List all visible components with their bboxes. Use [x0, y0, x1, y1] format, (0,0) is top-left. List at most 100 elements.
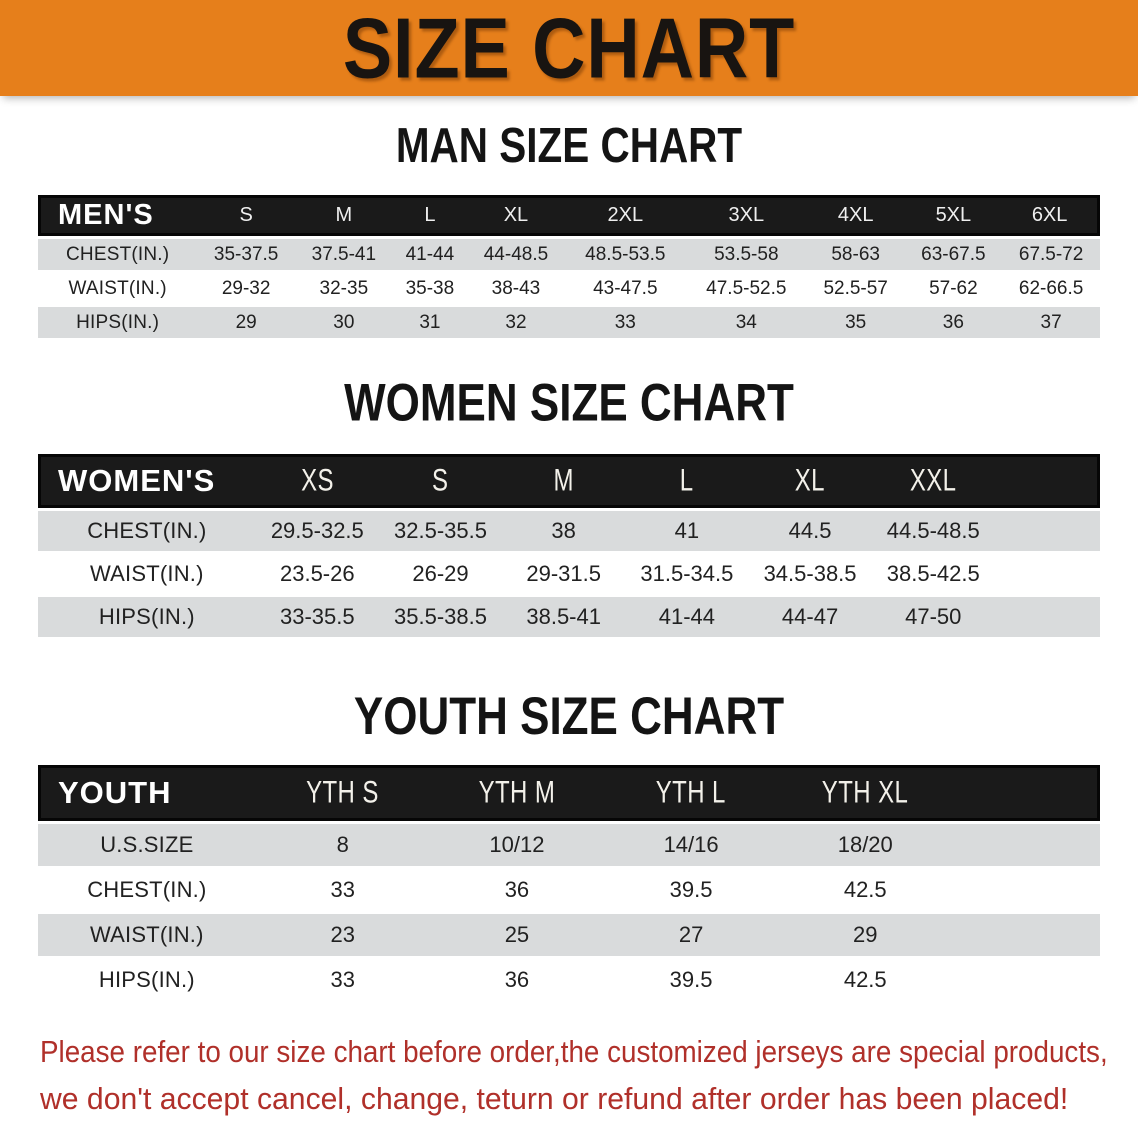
size-value: 48.5-53.5	[564, 239, 686, 270]
size-value: 35	[806, 307, 905, 338]
size-value: 38.5-41	[502, 597, 626, 637]
size-value: 32	[467, 307, 565, 338]
size-value: 32-35	[319, 277, 369, 299]
size-column-header-text: XS	[300, 463, 334, 498]
size-column-header-text: YTH M	[478, 775, 556, 810]
filler-cell	[952, 914, 1100, 956]
size-value: 30	[295, 307, 393, 338]
size-value: 14/16	[604, 824, 779, 866]
size-value: 38	[502, 511, 626, 551]
measurement-label: CHEST(IN.)	[38, 511, 256, 551]
filler-cell	[994, 597, 1100, 637]
filler-cell	[952, 765, 1100, 821]
section-men: MAN SIZE CHART MEN'S S M L XL 2XL 3XL 4XL 5XL 6XL…	[0, 96, 1138, 341]
size-value: 33	[330, 967, 356, 992]
disclaimer-line-2: we don't accept cancel, change, teturn o…	[40, 1081, 1069, 1116]
size-column-header-text: 3XL	[728, 204, 765, 226]
size-value: 57-62	[929, 277, 978, 299]
filler-cell	[994, 454, 1100, 508]
size-value: 23.5-26	[279, 561, 355, 586]
size-value: 58-63	[806, 239, 905, 270]
size-header-row: MEN'S S M L XL 2XL 3XL 4XL 5XL 6XL	[38, 195, 1100, 236]
size-column-header: L	[625, 454, 749, 508]
section-title-women: WOMEN SIZE CHART	[344, 372, 794, 433]
measurement-row: WAIST(IN.) 29-32 32-35 35-38 38-43 43-47.5 47.…	[38, 273, 1100, 304]
size-column-header: 3XL	[685, 195, 807, 236]
measurement-row: CHEST(IN.) 35-37.5 37.5-41 41-44 44-48.5 48.5…	[38, 239, 1100, 270]
size-value: 33	[564, 307, 686, 338]
size-column-header: S	[378, 454, 503, 508]
size-value: 25	[429, 914, 605, 956]
size-value: 29	[197, 307, 295, 338]
size-column-header-text: YTH S	[306, 775, 380, 810]
filler-cell	[952, 824, 1100, 866]
size-value: 38-43	[491, 277, 541, 299]
section-women: WOMEN SIZE CHART WOMEN'S XS S M L XL XXL CHEST(…	[0, 341, 1138, 640]
size-column-header-text: XXL	[909, 463, 957, 498]
size-header-row: WOMEN'S XS S M L XL XXL	[38, 454, 1100, 508]
size-header-row: YOUTH YTH S YTH M YTH L YTH XL	[38, 765, 1100, 821]
measurement-label: HIPS(IN.)	[98, 967, 195, 992]
size-column-header-text: 4XL	[837, 204, 874, 226]
size-column-header: XXL	[871, 454, 995, 508]
size-column-header: 5XL	[904, 195, 1003, 236]
filler-cell	[952, 869, 1100, 911]
size-value: 34	[685, 307, 807, 338]
size-value: 63-67.5	[904, 239, 1003, 270]
size-value: 38.5-42.5	[886, 561, 980, 586]
size-value: 29-31.5	[526, 561, 601, 586]
measurement-label: CHEST(IN.)	[38, 239, 198, 270]
measurement-row: U.S.SIZE 8 10/12 14/16 18/20	[38, 824, 1100, 866]
size-column-header-text: L	[424, 204, 436, 226]
size-column-header: XS	[255, 454, 379, 508]
size-value: 41-44	[625, 597, 749, 637]
section-title-youth: YOUTH SIZE CHART	[353, 686, 785, 746]
measurement-label: CHEST(IN.)	[87, 877, 207, 902]
size-column-header: 2XL	[564, 195, 686, 236]
size-column-header-text: M	[553, 463, 574, 498]
disclaimer: Please refer to our size chart before or…	[40, 1028, 1138, 1122]
size-value: 31.5-34.5	[640, 561, 734, 586]
measurement-label: WAIST(IN.)	[90, 561, 204, 586]
size-column-header: 4XL	[806, 195, 905, 236]
measurement-row: WAIST(IN.) 23.5-26 26-29 29-31.5 31.5-34.5 34…	[38, 554, 1100, 594]
size-value: 52.5-57	[823, 277, 888, 299]
measurement-label: WAIST(IN.)	[38, 914, 256, 956]
size-column-header: XL	[467, 195, 565, 236]
size-value: 35-38	[405, 277, 455, 299]
size-value: 29-32	[221, 277, 271, 299]
size-column-header: M	[502, 454, 626, 508]
youth-size-table: YOUTH YTH S YTH M YTH L YTH XL U.S.SIZE 8 10/12…	[38, 762, 1100, 1004]
size-column-header: YTH S	[255, 765, 430, 821]
size-group-label: MEN'S	[38, 195, 198, 236]
size-value: 41-44	[392, 239, 468, 270]
size-column-header-text: XL	[794, 463, 826, 498]
measurement-row: HIPS(IN.) 33 36 39.5 42.5	[38, 959, 1100, 1001]
filler-cell	[994, 511, 1100, 551]
measurement-label: HIPS(IN.)	[38, 597, 256, 637]
size-value: 33-35.5	[255, 597, 379, 637]
size-value: 23	[255, 914, 430, 956]
size-value: 35-37.5	[197, 239, 295, 270]
size-value: 44.5	[748, 511, 872, 551]
size-value: 34.5-38.5	[763, 561, 857, 586]
size-value: 44.5-48.5	[871, 511, 995, 551]
measurement-row: HIPS(IN.) 29 30 31 32 33 34 35 36 37	[38, 307, 1100, 338]
section-title-men: MAN SIZE CHART	[395, 117, 743, 173]
size-column-header-text: 2XL	[607, 204, 644, 226]
size-column-header-text: 6XL	[1031, 204, 1068, 226]
size-value: 8	[255, 824, 430, 866]
size-column-header-text: 5XL	[935, 204, 972, 226]
size-value: 33	[330, 877, 356, 902]
size-column-header: 6XL	[1002, 195, 1100, 236]
banner: SIZE CHART	[0, 0, 1138, 96]
size-group-label: YOUTH	[38, 765, 256, 821]
measurement-row: CHEST(IN.) 33 36 39.5 42.5	[38, 869, 1100, 911]
size-value: 39.5	[669, 967, 713, 992]
size-column-header-text: XL	[503, 204, 529, 226]
size-value: 62-66.5	[1018, 277, 1084, 299]
measurement-row: WAIST(IN.) 23 25 27 29	[38, 914, 1100, 956]
size-value: 43-47.5	[593, 277, 658, 299]
measurement-row: HIPS(IN.) 33-35.5 35.5-38.5 38.5-41 41-44 44-…	[38, 597, 1100, 637]
